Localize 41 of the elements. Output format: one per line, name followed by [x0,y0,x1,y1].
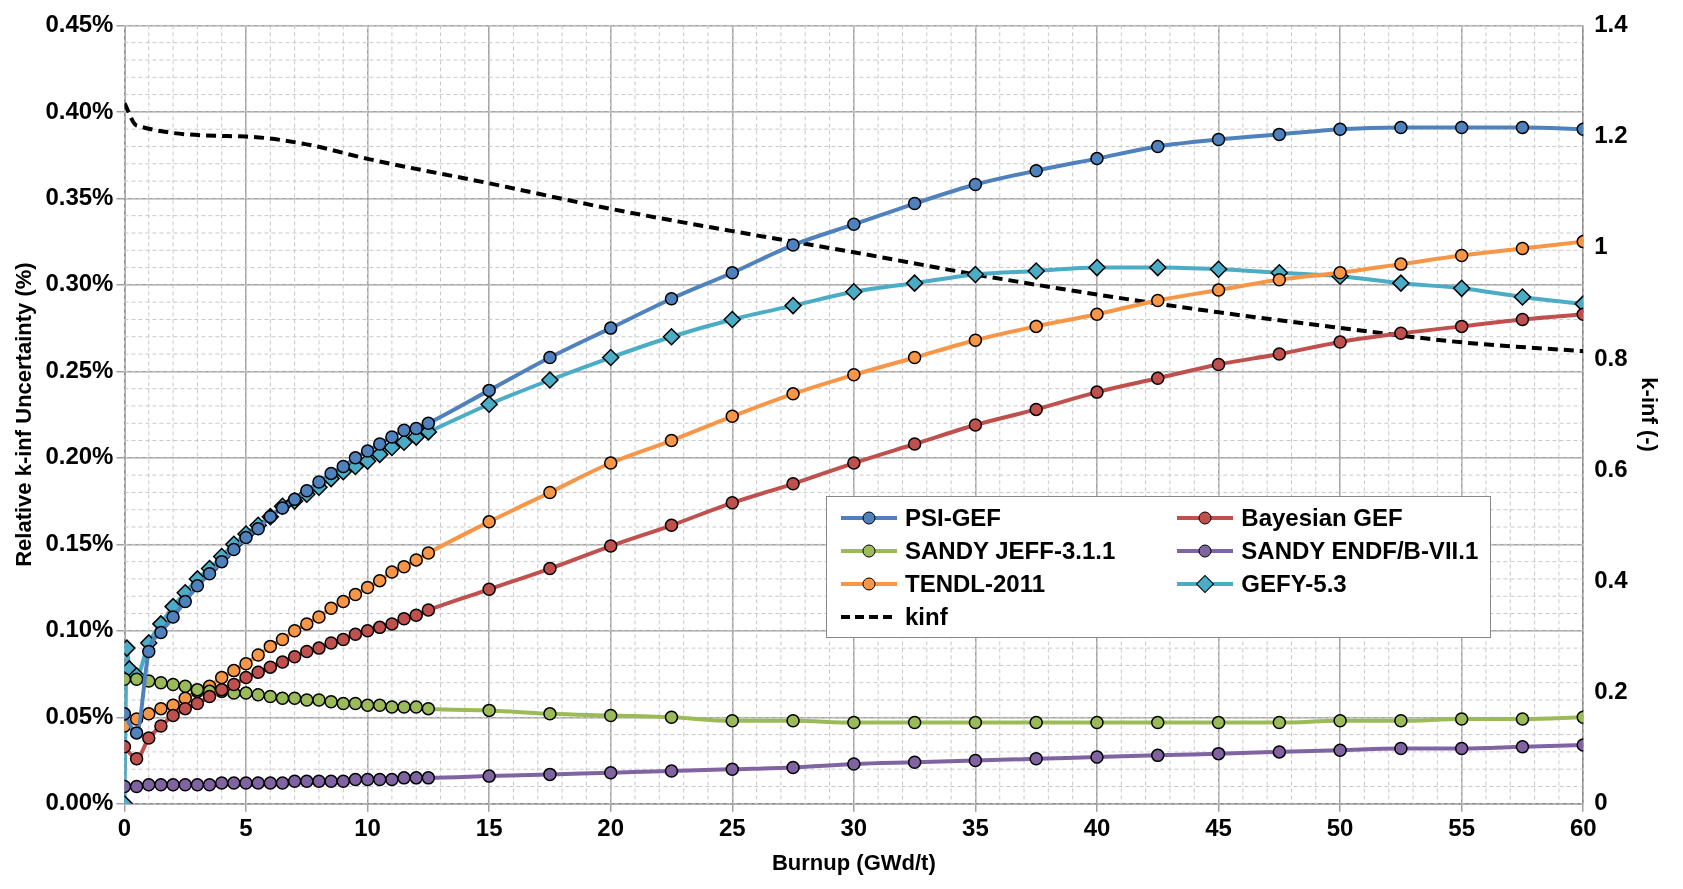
y-tick-label: 0.35% [45,183,114,210]
x-tick-label: 45 [1205,813,1232,841]
x-tick-label: 25 [718,813,746,841]
y2-axis-title: k-inf (-) [1636,377,1662,452]
x-tick-label: 35 [962,813,989,841]
y2-tick-label: 0 [1594,788,1608,816]
y-tick-label: 0.10% [45,615,114,643]
x-tick-label: 30 [840,813,868,841]
legend-label: GEFY-5.3 [1241,569,1347,598]
y-tick-label: 0.05% [45,701,114,729]
legend-label: SANDY JEFF-3.1.1 [905,536,1116,565]
y2-tick-label: 0.8 [1594,343,1628,371]
x-tick-label: 50 [1326,813,1354,841]
x-axis-title: Burnup (GWd/t) [771,849,936,875]
x-tick-label: 40 [1083,813,1111,841]
y-tick-label: 0.20% [45,442,114,470]
y2-tick-label: 1.2 [1594,121,1628,149]
y-tick-label: 0.25% [45,355,114,383]
y-tick-label: 0.00% [45,788,114,816]
legend-label: SANDY ENDF/B-VII.1 [1241,536,1479,565]
y-tick-label: 0.15% [45,528,114,556]
y2-tick-label: 0.2 [1594,677,1628,705]
y2-tick-label: 1 [1594,232,1608,260]
y-tick-label: 0.30% [45,269,114,297]
x-tick-label: 20 [597,813,625,841]
y-tick-label: 0.40% [45,96,114,124]
x-tick-label: 0 [117,813,132,841]
legend-label: kinf [905,602,948,631]
x-tick-label: 10 [354,813,381,841]
y2-tick-label: 1.4 [1594,10,1629,38]
legend-label: PSI-GEF [905,503,1002,532]
y-tick-label: 0.45% [45,10,114,38]
x-tick-label: 15 [475,813,503,841]
legend-label: TENDL-2011 [905,569,1046,598]
y2-tick-label: 0.6 [1594,454,1628,482]
x-tick-label: 55 [1448,813,1476,841]
legend-label: Bayesian GEF [1241,503,1403,532]
x-tick-label: 60 [1569,813,1597,841]
y2-tick-label: 0.4 [1594,566,1629,594]
x-tick-label: 5 [239,813,253,841]
y-axis-title: Relative k-inf Uncertainty (%) [11,262,37,567]
